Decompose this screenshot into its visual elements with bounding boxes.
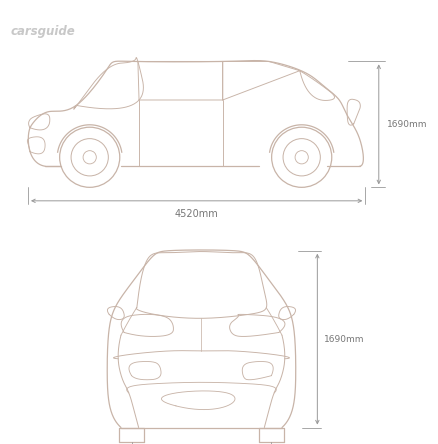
Text: 1690mm: 1690mm bbox=[386, 120, 427, 129]
Text: 1690mm: 1690mm bbox=[325, 335, 365, 344]
Text: carsguide: carsguide bbox=[11, 25, 75, 39]
Text: 4520mm: 4520mm bbox=[175, 209, 219, 219]
